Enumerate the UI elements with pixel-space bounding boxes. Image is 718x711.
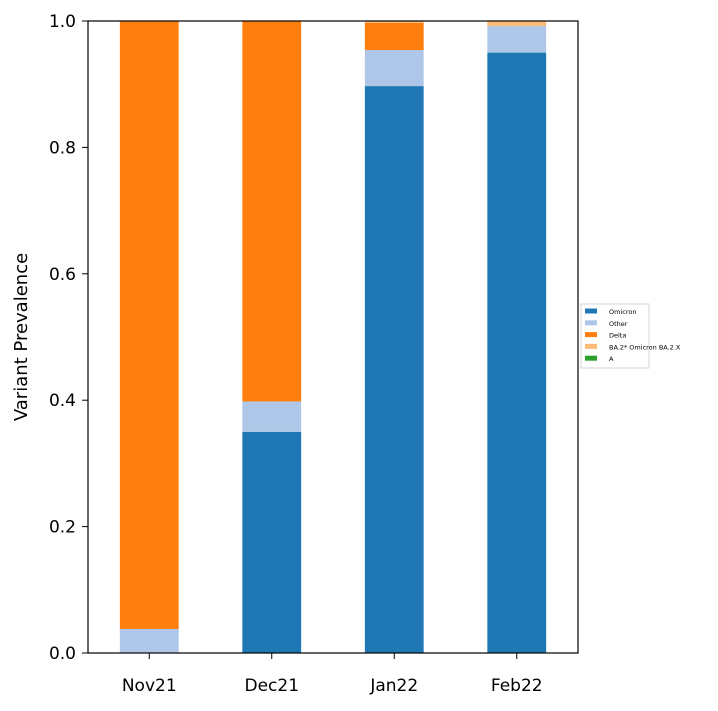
legend-label: BA.2* Omicron BA.2.X <box>609 343 681 351</box>
legend-swatch <box>585 355 597 361</box>
x-tick-label: Feb22 <box>491 676 543 696</box>
y-tick-label: 0.2 <box>49 518 76 538</box>
y-tick-label: 1.0 <box>49 12 76 32</box>
bar-delta-nov21 <box>119 21 179 629</box>
y-tick-label: 0.8 <box>49 138 76 158</box>
bar-ba-2-omicron-ba-2-x-feb22 <box>487 21 547 27</box>
bars-layer <box>119 21 547 654</box>
legend-swatch <box>585 320 597 326</box>
y-ticks: 0.0 0.2 0.4 0.6 0.8 1.0 <box>49 12 88 664</box>
legend-label: Delta <box>609 332 626 340</box>
legend-label: A <box>609 355 614 363</box>
bar-other-nov21 <box>119 628 179 653</box>
y-tick-label: 0.4 <box>49 391 76 411</box>
bar-ba-2-omicron-ba-2-x-jan22 <box>364 21 424 23</box>
y-axis-title: Variant Prevalence <box>11 253 32 421</box>
x-ticks: Nov21 Dec21 Jan22 Feb22 <box>122 653 543 696</box>
legend-swatch <box>585 308 597 314</box>
bar-omicron-dec21 <box>242 431 302 653</box>
legend-label: Omicron <box>609 308 636 316</box>
bar-omicron-feb22 <box>487 52 547 654</box>
legend: Omicron Other Delta BA.2* Omicron BA.2.X A <box>580 303 681 369</box>
x-tick-label: Dec21 <box>244 676 299 696</box>
axes-layer <box>87 20 579 654</box>
y-tick-label: 0.0 <box>49 644 76 664</box>
legend-label: Other <box>609 320 628 328</box>
bar-omicron-jan22 <box>364 86 424 654</box>
bar-other-jan22 <box>364 50 424 87</box>
bar-delta-dec21 <box>242 21 302 402</box>
bar-other-feb22 <box>487 26 547 53</box>
x-tick-label: Nov21 <box>122 676 177 696</box>
bar-delta-jan22 <box>364 22 424 51</box>
bar-other-dec21 <box>242 401 302 432</box>
y-tick-label: 0.6 <box>49 265 76 285</box>
legend-swatch <box>585 343 597 349</box>
plot-frame <box>87 20 579 654</box>
x-tick-label: Jan22 <box>369 676 418 696</box>
legend-swatch <box>585 332 597 338</box>
